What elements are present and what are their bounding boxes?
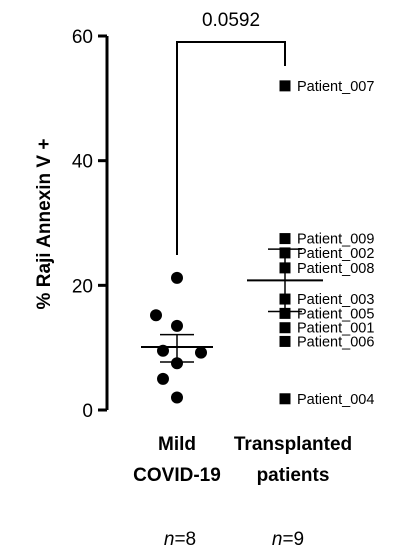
data-point bbox=[195, 346, 207, 359]
data-point bbox=[279, 293, 291, 305]
data-point bbox=[279, 80, 291, 92]
data-point bbox=[157, 372, 169, 385]
category-label-line1: Transplanted bbox=[234, 434, 352, 455]
data-point bbox=[150, 309, 162, 322]
data-point bbox=[279, 393, 291, 405]
p-value-label: 0.0592 bbox=[202, 10, 260, 31]
chart-marks: Patient_007Patient_009Patient_002Patient… bbox=[141, 10, 374, 408]
category-label-line1: Mild bbox=[158, 434, 196, 455]
point-label: Patient_007 bbox=[297, 79, 374, 95]
n-value: =9 bbox=[282, 529, 304, 550]
data-point bbox=[279, 247, 291, 259]
point-label: Patient_008 bbox=[297, 261, 374, 277]
significance-bracket bbox=[176, 41, 286, 255]
point-label: Patient_001 bbox=[297, 321, 374, 337]
n-count-label: n=9 bbox=[272, 529, 304, 550]
y-tick-label: 0 bbox=[82, 401, 93, 422]
n-symbol: n bbox=[164, 529, 175, 550]
y-tick-label: 20 bbox=[72, 276, 93, 297]
point-label: Patient_005 bbox=[297, 306, 374, 322]
data-point bbox=[171, 357, 183, 370]
data-point bbox=[171, 319, 183, 332]
n-count-label: n=8 bbox=[164, 529, 196, 550]
n-value: =8 bbox=[174, 529, 196, 550]
point-label: Patient_002 bbox=[297, 246, 374, 262]
point-label: Patient_003 bbox=[297, 292, 374, 308]
category-label-line2: patients bbox=[257, 465, 330, 486]
y-axis-title: % Raji Annexin V + bbox=[34, 139, 55, 310]
y-tick-label: 40 bbox=[72, 152, 93, 173]
point-label: Patient_006 bbox=[297, 334, 374, 350]
category-label-line2: COVID-19 bbox=[133, 465, 221, 486]
point-label: Patient_004 bbox=[297, 392, 374, 408]
data-point bbox=[279, 233, 291, 245]
data-point bbox=[279, 307, 291, 319]
data-point bbox=[171, 391, 183, 404]
data-point bbox=[157, 344, 169, 357]
axes: 0 20 40 60 bbox=[72, 27, 109, 422]
point-label: Patient_009 bbox=[297, 232, 374, 248]
data-point bbox=[171, 271, 183, 284]
data-point bbox=[279, 322, 291, 334]
n-symbol: n bbox=[272, 529, 283, 550]
data-point bbox=[279, 262, 291, 274]
y-tick-label: 60 bbox=[72, 27, 93, 48]
data-point bbox=[279, 335, 291, 347]
